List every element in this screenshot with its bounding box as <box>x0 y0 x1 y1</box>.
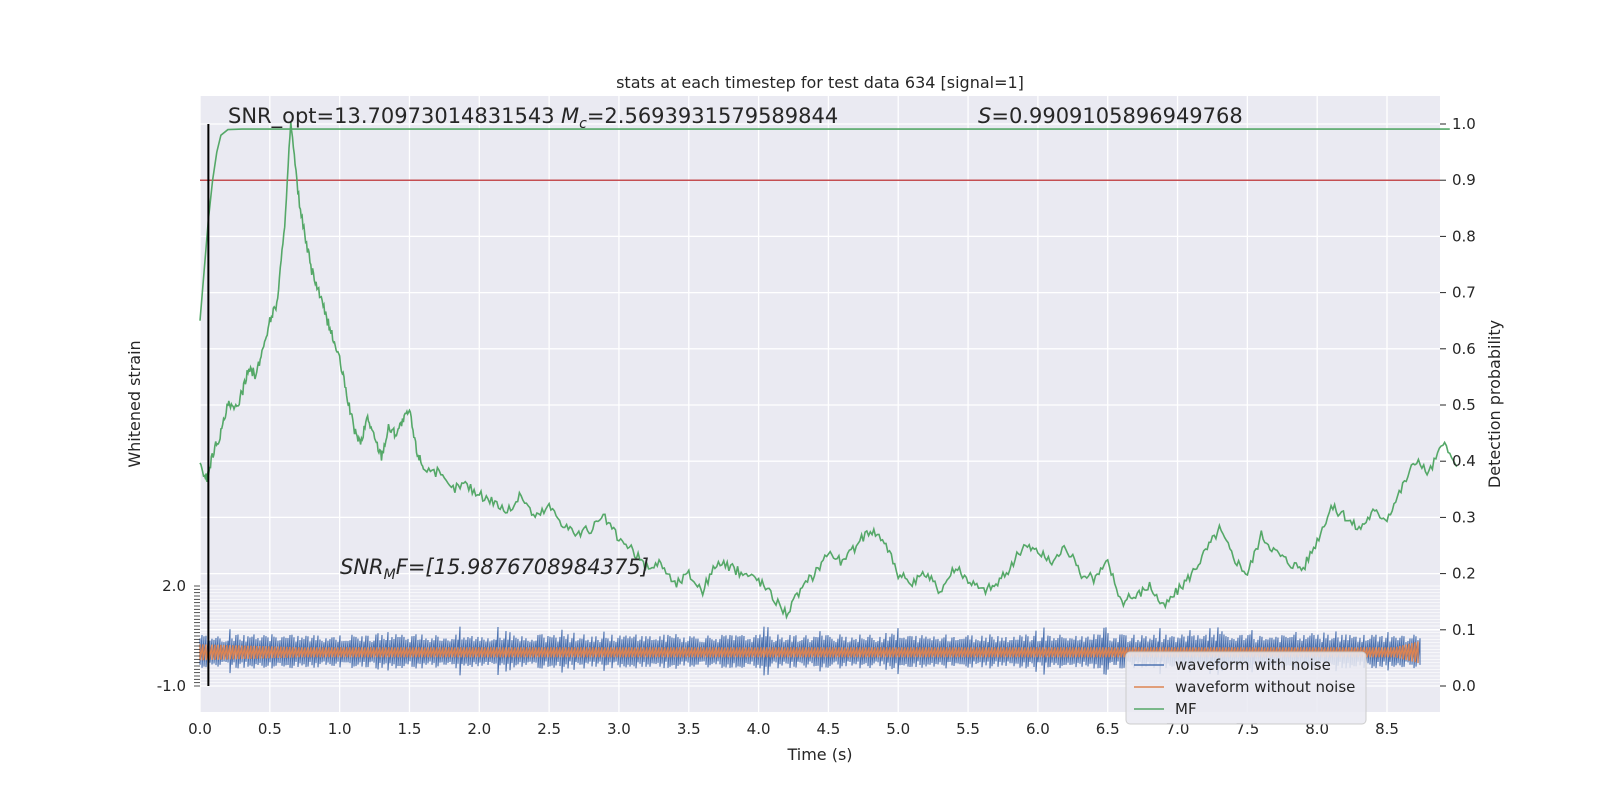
left-y-tick-labels: 2.0 -1.0 <box>157 577 200 695</box>
y-tick-label: 0.3 <box>1452 508 1476 526</box>
x-tick-label: 8.5 <box>1375 720 1399 738</box>
y-tick-label: 0.4 <box>1452 452 1476 470</box>
y-tick-label: 1.0 <box>1452 115 1476 133</box>
x-tick-label: 6.5 <box>1096 720 1120 738</box>
legend-label-clean: waveform without noise <box>1175 678 1355 696</box>
legend: waveform with noise waveform without noi… <box>1125 651 1367 725</box>
y-tick-label: 0.8 <box>1452 227 1476 245</box>
snr-opt-annotation: SNR_opt=13.70973014831543 <box>228 104 555 129</box>
legend-label-mf: MF <box>1175 700 1197 718</box>
x-tick-label: 3.0 <box>607 720 631 738</box>
snr-mf-annotation: SNRMF=[15.9876708984375] <box>340 555 649 583</box>
y-tick-label: 0.7 <box>1452 284 1476 302</box>
x-tick-label: 6.0 <box>1026 720 1050 738</box>
chart-title: stats at each timestep for test data 634… <box>616 73 1024 92</box>
left-y-axis-label: Whitened strain <box>125 340 144 467</box>
right-y-axis-label: Detection probability <box>1485 320 1504 488</box>
detection-probability-line <box>199 128 1450 321</box>
y-tick-label: 0.0 <box>1452 677 1476 695</box>
legend-label-noise: waveform with noise <box>1175 656 1331 674</box>
y-tick-label: 0.2 <box>1452 565 1476 583</box>
right-y-tick-labels: 0.0 0.1 0.2 0.3 0.4 0.5 0.6 0.7 0.8 0.9 1.0 <box>1440 115 1476 695</box>
x-tick-label: 4.0 <box>747 720 771 738</box>
y-tick-label: 0.5 <box>1452 396 1476 414</box>
left-tick-label: -1.0 <box>157 677 186 695</box>
x-tick-label: 5.0 <box>886 720 910 738</box>
x-tick-label: 2.0 <box>467 720 491 738</box>
x-tick-label: 1.0 <box>328 720 352 738</box>
x-tick-label: 1.5 <box>398 720 422 738</box>
mf-series-line <box>199 122 1458 620</box>
x-tick-label: 0.0 <box>188 720 212 738</box>
y-tick-label: 0.6 <box>1452 340 1476 358</box>
x-tick-label: 2.5 <box>537 720 561 738</box>
y-tick-label: 0.9 <box>1452 171 1476 189</box>
x-tick-label: 3.5 <box>677 720 701 738</box>
legend-box <box>1125 651 1367 725</box>
x-tick-label: 4.5 <box>816 720 840 738</box>
statistic-annotation: S=0.9909105896949768 <box>978 104 1243 128</box>
y-tick-label: 0.1 <box>1452 621 1476 639</box>
x-tick-label: 5.5 <box>956 720 980 738</box>
x-axis-label: Time (s) <box>786 745 852 764</box>
x-tick-label: 0.5 <box>258 720 282 738</box>
chirp-mass-annotation: Mc=2.5693931579589844 <box>561 104 838 132</box>
left-tick-label: 2.0 <box>162 577 186 595</box>
